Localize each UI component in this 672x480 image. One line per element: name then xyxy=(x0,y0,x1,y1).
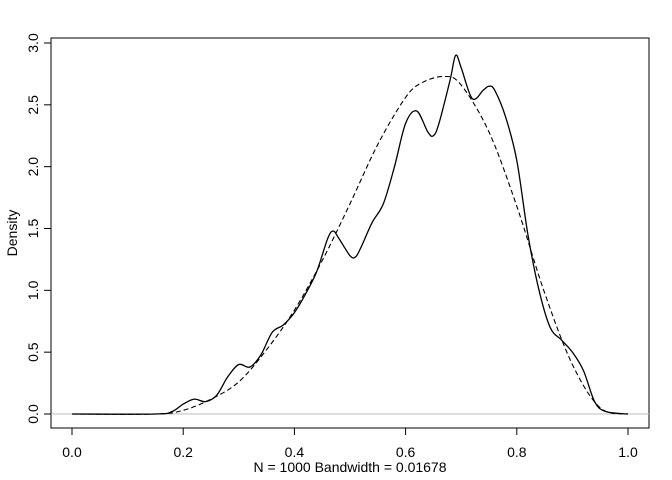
x-tick-label: 0.6 xyxy=(396,444,416,460)
x-tick-label: 0.4 xyxy=(285,444,305,460)
y-tick-label: 2.0 xyxy=(25,157,41,177)
y-tick-label: 2.5 xyxy=(25,95,41,115)
solid-density-curve xyxy=(71,54,629,415)
x-axis-label: N = 1000 Bandwidth = 0.01678 xyxy=(253,459,446,475)
y-tick-label: 1.0 xyxy=(25,280,41,300)
x-axis: 0.0 0.2 0.4 0.6 0.8 1.0 xyxy=(62,427,638,460)
dashed-density-curve xyxy=(71,75,629,415)
y-tick-label: 0.0 xyxy=(25,404,41,424)
x-tick-label: 1.0 xyxy=(618,444,638,460)
y-axis-label: Density xyxy=(4,210,20,257)
x-tick-label: 0.2 xyxy=(173,444,193,460)
y-tick-label: 1.5 xyxy=(25,219,41,239)
x-tick-label: 0.8 xyxy=(507,444,527,460)
y-tick-label: 3.0 xyxy=(25,33,41,53)
series-group xyxy=(71,54,629,415)
x-tick-label: 0.0 xyxy=(62,444,82,460)
y-axis: 0.0 0.5 1.0 1.5 2.0 2.5 3.0 xyxy=(25,33,52,424)
y-tick-label: 0.5 xyxy=(25,342,41,362)
